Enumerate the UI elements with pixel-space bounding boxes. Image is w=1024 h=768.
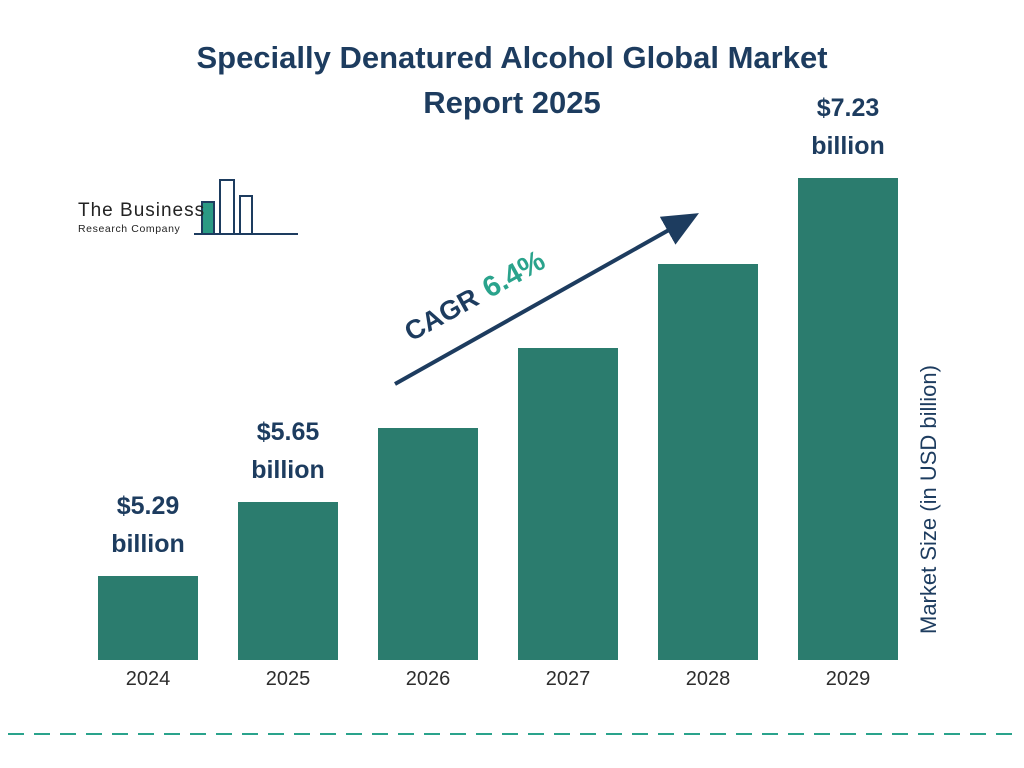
bar-2029 bbox=[798, 178, 898, 660]
x-axis-label-2027: 2027 bbox=[545, 668, 591, 690]
bar-2024 bbox=[98, 576, 198, 660]
logo-bar-chart-icon bbox=[194, 172, 304, 249]
bar-2026 bbox=[378, 428, 478, 660]
x-axis-label-2025: 2025 bbox=[265, 668, 311, 690]
bar-2027 bbox=[518, 348, 618, 660]
y-axis-label: Market Size (in USD billion) bbox=[916, 365, 941, 635]
logo-text-line-1: The Business bbox=[78, 200, 206, 221]
x-axis-label-2028: 2028 bbox=[685, 668, 731, 690]
logo-text: The Business Research Company bbox=[78, 200, 205, 235]
bar-value-label-2024: $5.29 billion bbox=[111, 491, 185, 559]
page-title: Specially Denatured Alcohol Global Marke… bbox=[0, 36, 1024, 126]
x-axis-label-2024: 2024 bbox=[125, 668, 171, 690]
cagr-value: 6.4% bbox=[477, 244, 551, 305]
cagr-label: CAGR bbox=[399, 282, 484, 348]
title-line-1: Specially Denatured Alcohol Global Marke… bbox=[196, 40, 828, 75]
x-axis-label-2026: 2026 bbox=[405, 668, 451, 690]
bar-2028 bbox=[658, 264, 758, 660]
company-logo: The Business Research Company bbox=[72, 172, 302, 252]
bar-2025 bbox=[238, 502, 338, 660]
bar-value-label-2025: $5.65 billion bbox=[251, 417, 325, 485]
bar-value-label-2029: $7.23 billion bbox=[811, 93, 885, 161]
cagr-annotation: CAGR6.4% bbox=[399, 245, 551, 349]
bottom-dashed-divider bbox=[8, 733, 1016, 735]
x-axis-label-2029: 2029 bbox=[825, 668, 871, 690]
logo-text-line-2: Research Company bbox=[78, 223, 181, 235]
title-line-2: Report 2025 bbox=[423, 84, 601, 120]
